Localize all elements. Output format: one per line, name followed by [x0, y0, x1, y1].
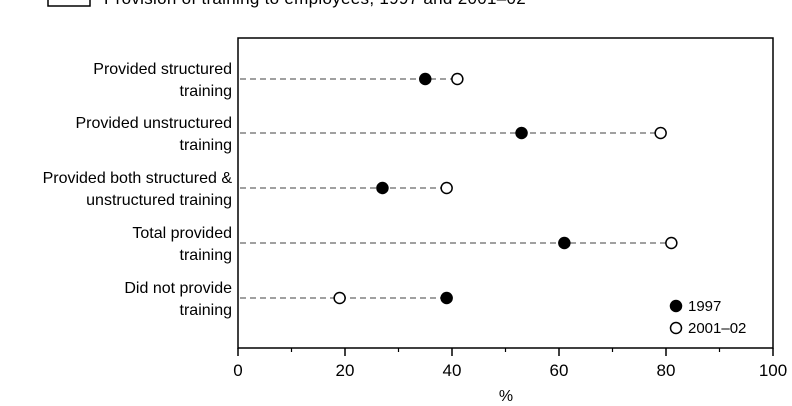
x-tick-label-40: 40 [443, 361, 462, 380]
category-label-1-line-1: Provided structured [93, 61, 232, 78]
point-1997-4 [558, 236, 571, 250]
title-bar-swatch [47, 0, 91, 7]
point-2001–02-2 [654, 126, 667, 140]
category-label-2-line-1: Provided unstructured [75, 115, 232, 132]
category-label-4-line-1: Total provided [132, 225, 232, 242]
category-label-1-line-2: training [180, 83, 232, 100]
x-tick-label-60: 60 [550, 361, 569, 380]
category-label-2-line-2: training [180, 137, 232, 154]
category-labels: Provided structured training Provided unst… [43, 61, 233, 319]
category-label-5-line-2: training [180, 302, 232, 319]
legend-marker-1997 [669, 299, 683, 313]
legend-label-2001–02: 2001–02 [688, 320, 746, 337]
data-points [333, 72, 678, 305]
point-2001–02-1 [451, 72, 464, 86]
point-1997-1 [419, 72, 432, 86]
legend-label-1997: 1997 [688, 298, 721, 315]
legend-marker-2001–02 [669, 321, 683, 335]
point-1997-2 [515, 126, 528, 140]
x-tick-label-20: 20 [336, 361, 355, 380]
x-tick-label-100: 100 [759, 361, 787, 380]
leader-lines [240, 78, 667, 299]
x-tick-label-0: 0 [233, 361, 242, 380]
chart-title: Provision of training to employees, 1997… [104, 0, 526, 8]
category-label-3-line-2: unstructured training [86, 192, 232, 209]
point-1997-3 [376, 181, 389, 195]
legend: 1997 2001–02 [669, 298, 746, 337]
x-axis: 0 20 40 60 80 100 [233, 348, 787, 380]
x-axis-label: % [499, 388, 513, 405]
point-2001–02-3 [440, 181, 453, 195]
point-2001–02-4 [665, 236, 678, 250]
category-label-3-line-1: Provided both structured & [43, 170, 233, 187]
point-1997-5 [440, 291, 453, 305]
category-label-5-line-1: Did not provide [124, 280, 232, 297]
x-tick-label-80: 80 [657, 361, 676, 380]
point-2001–02-5 [333, 291, 346, 305]
category-label-4-line-2: training [180, 247, 232, 264]
chart-title-group: Provision of training to employees, 1997… [47, 0, 526, 8]
